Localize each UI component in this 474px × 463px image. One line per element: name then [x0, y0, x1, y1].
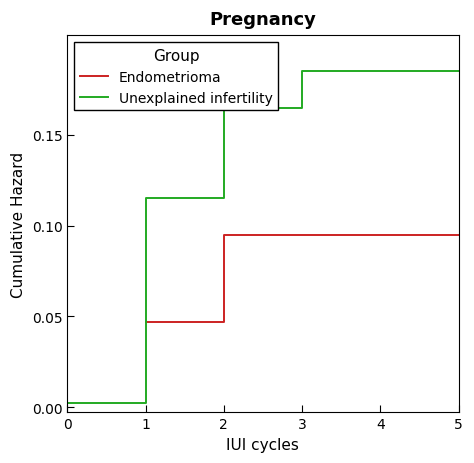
- Y-axis label: Cumulative Hazard: Cumulative Hazard: [11, 151, 26, 297]
- X-axis label: IUI cycles: IUI cycles: [227, 437, 300, 452]
- Legend: Endometrioma, Unexplained infertility: Endometrioma, Unexplained infertility: [74, 43, 278, 111]
- Title: Pregnancy: Pregnancy: [210, 11, 316, 29]
